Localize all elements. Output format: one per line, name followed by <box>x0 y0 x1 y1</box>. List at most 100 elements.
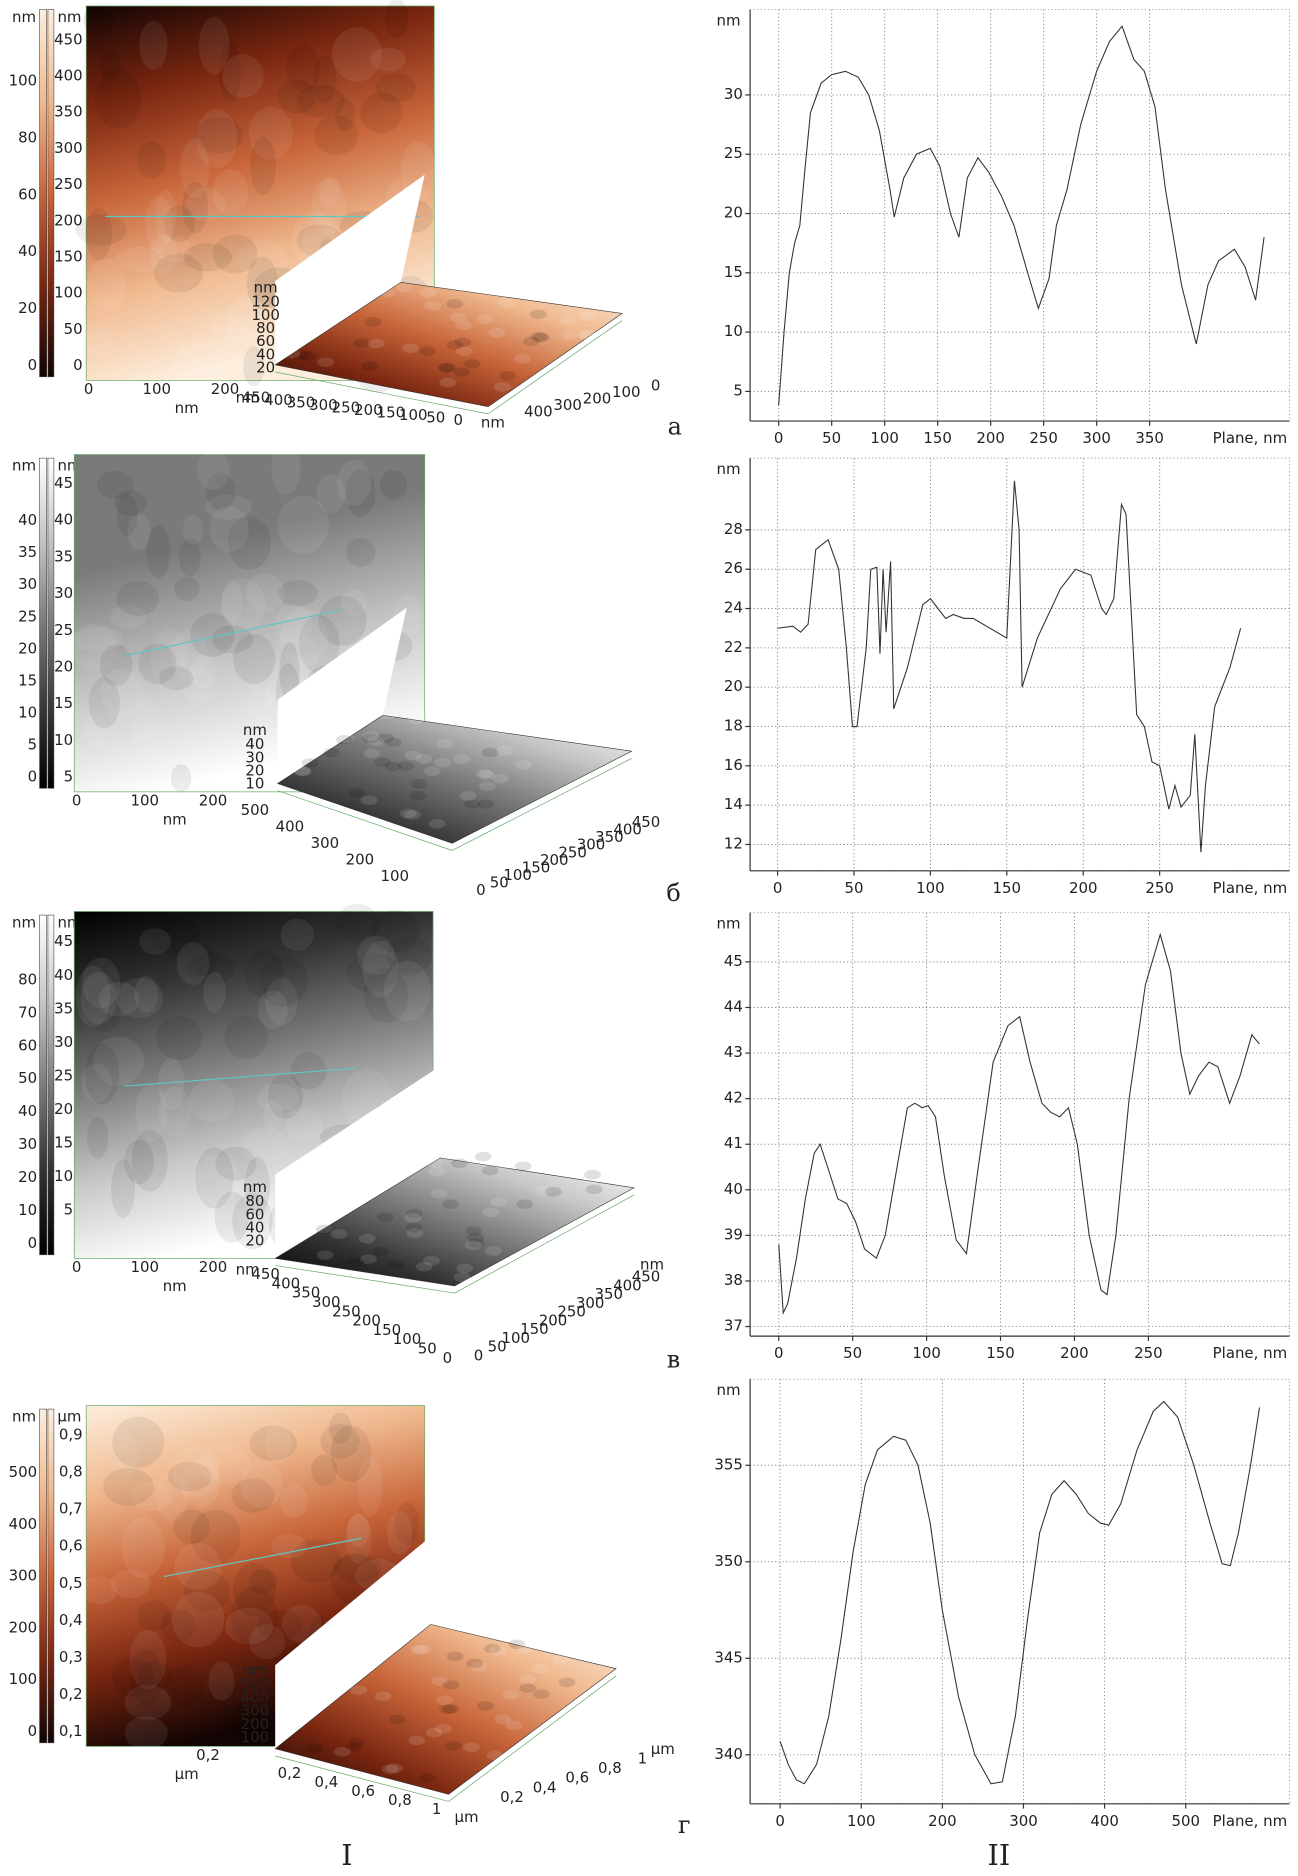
grain <box>248 106 294 160</box>
scale-tick-label: 0,8 <box>59 1463 83 1481</box>
scale-tick-label: 100 <box>54 284 83 302</box>
grain <box>220 578 266 632</box>
grain <box>180 138 210 199</box>
z-axis-unit: nm <box>243 721 267 739</box>
surface-bump <box>301 758 319 768</box>
surface-bump <box>404 1213 422 1223</box>
colorbar <box>47 457 55 789</box>
grain <box>216 1704 264 1731</box>
y-tick-label: 41 <box>724 1134 743 1152</box>
grain <box>211 625 254 654</box>
surface-x-tick-label: 400 <box>264 391 293 409</box>
x-tick-label: 100 <box>847 1812 876 1830</box>
surface-bump <box>494 1714 512 1725</box>
surface-bump <box>465 1226 482 1236</box>
grain <box>170 630 209 679</box>
x-tick-label: 0 <box>774 1344 784 1362</box>
y-tick-label: 40 <box>724 1180 743 1198</box>
grain <box>334 1553 382 1583</box>
x-tick-label: 250 <box>1134 1344 1163 1362</box>
surface-bump <box>530 332 548 342</box>
grain <box>204 494 253 520</box>
grain <box>379 469 407 501</box>
z-tick-label: 120 <box>251 293 280 311</box>
surface-y-tick-label: 1 <box>638 1750 648 1768</box>
surface-bump <box>558 1677 576 1688</box>
surface-bump <box>476 768 493 779</box>
grain <box>228 516 271 570</box>
grain <box>347 1514 370 1547</box>
surface-x-unit: nm <box>236 388 260 406</box>
grain <box>93 1036 144 1086</box>
grain <box>274 604 313 645</box>
colorbar <box>39 457 48 789</box>
grain <box>86 259 126 311</box>
grain <box>195 1147 234 1209</box>
grain <box>124 1716 168 1750</box>
grain <box>245 573 285 613</box>
grain <box>290 1052 327 1090</box>
y-tick-label: 42 <box>724 1089 743 1107</box>
grain <box>138 643 177 685</box>
grain <box>313 55 337 104</box>
grain <box>230 1586 279 1647</box>
grain <box>137 141 167 180</box>
grain <box>277 580 319 607</box>
colorbar-tick-label: 20 <box>18 1168 37 1186</box>
surface-bump <box>552 1654 570 1665</box>
grain <box>226 296 267 345</box>
grain <box>136 1600 171 1632</box>
surface-bump <box>578 330 596 341</box>
surface-3d <box>274 1157 635 1287</box>
surface-x-tick-label: 300 <box>312 1293 341 1311</box>
surface-x-tick-label: 100 <box>393 1330 422 1348</box>
scale-tick-label: 300 <box>54 139 83 157</box>
grain <box>112 1416 165 1468</box>
z-tick-label: 400 <box>241 1689 270 1707</box>
surface-bump <box>378 287 396 298</box>
surface-bump <box>362 731 380 741</box>
surface-bump <box>488 328 506 338</box>
surface-bump <box>423 766 441 777</box>
surface-bump <box>395 282 412 293</box>
grain <box>81 1063 113 1103</box>
grain <box>242 1126 289 1163</box>
scale-tick-label: 0,1 <box>59 1722 83 1740</box>
surface-x-tick-label: 100 <box>399 406 428 424</box>
grain <box>370 47 406 72</box>
surface-x-unit: nm <box>236 1260 260 1278</box>
y-tick-label: 10 <box>724 322 743 340</box>
x-tick-label: 0 <box>775 1812 785 1830</box>
grain <box>225 1607 274 1645</box>
y-tick-label: 24 <box>724 599 743 617</box>
surface-bump <box>442 1199 459 1209</box>
grain <box>197 450 230 491</box>
colorbar <box>39 914 48 1256</box>
surface-y-tick-label: 200 <box>346 850 375 868</box>
surface-bump <box>406 1228 424 1238</box>
z-tick-label: 40 <box>245 1218 264 1236</box>
surface-bump <box>316 1250 334 1260</box>
surface-axis <box>454 1194 635 1294</box>
grain <box>202 1204 250 1265</box>
x-tick-label: 250 <box>1029 429 1058 447</box>
grain <box>85 987 122 1033</box>
surface-y-tick-label: 0,6 <box>565 1769 589 1787</box>
grain <box>157 235 192 263</box>
surface-bump <box>463 799 481 810</box>
y-tick-label: 25 <box>724 144 743 162</box>
surface-x-tick-label: 0 <box>476 881 486 899</box>
x-tick-label: 150 <box>923 429 952 447</box>
surface-bump <box>371 1246 389 1257</box>
grain <box>188 1079 235 1123</box>
grain <box>335 903 380 944</box>
z-tick-label: 500 <box>241 1675 270 1693</box>
grain <box>394 1502 420 1545</box>
surface-bump <box>374 1691 392 1702</box>
plot-area <box>749 912 1291 1337</box>
y-tick-label: 14 <box>724 795 743 813</box>
surface-bump <box>508 1639 526 1650</box>
surface-bump <box>496 745 513 756</box>
x-tick-label: 50 <box>843 1344 862 1362</box>
surface-bump <box>578 329 595 340</box>
